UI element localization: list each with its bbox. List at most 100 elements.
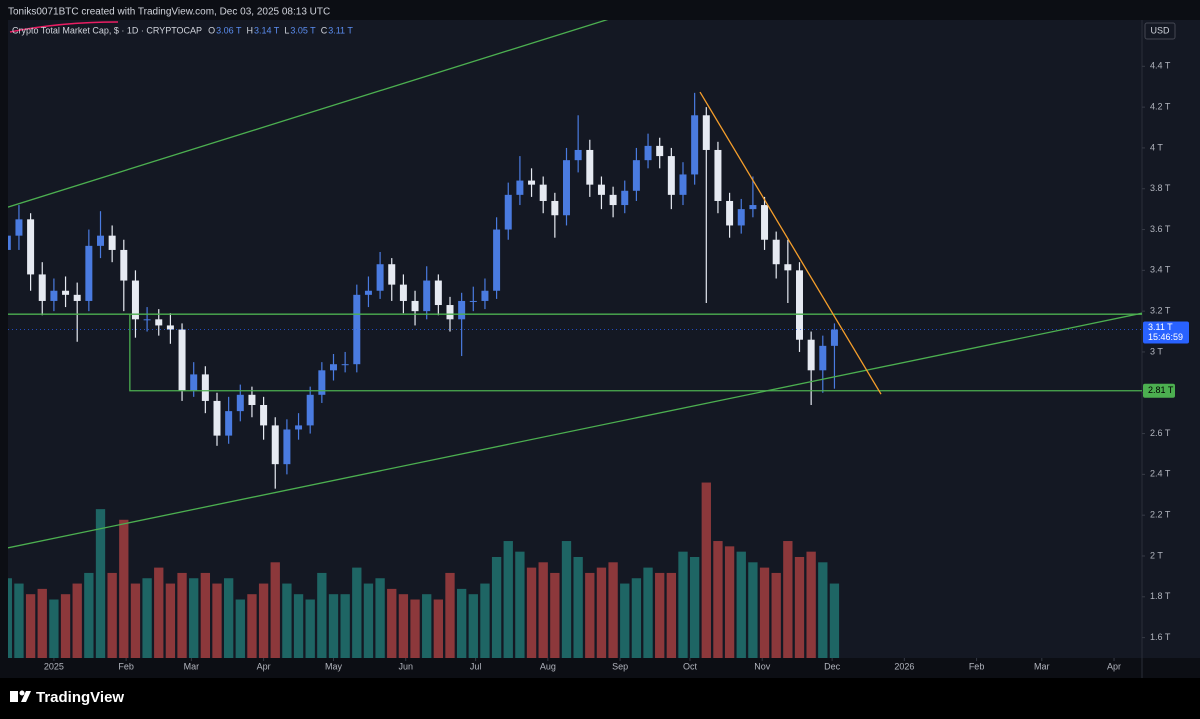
volume-bar (818, 562, 828, 658)
candle-body (364, 290, 372, 295)
volume-bar (829, 583, 840, 658)
candle-body (679, 174, 687, 195)
candle-body (155, 319, 163, 326)
ohlc-value: 3.11 T (328, 25, 353, 35)
x-tick-label: Jun (398, 661, 413, 671)
candle-body (190, 374, 198, 391)
candle-body (481, 290, 489, 301)
volume-bar (14, 583, 24, 658)
candle-body (388, 264, 396, 285)
volume-bar (235, 599, 245, 658)
volume-bar (95, 509, 106, 658)
candle-body (248, 394, 256, 406)
volume-bar (72, 583, 82, 658)
volume-bar (258, 583, 269, 658)
volume-bar (200, 572, 211, 658)
volume-bar (759, 567, 770, 658)
volume-bar (387, 588, 397, 658)
y-tick-label: 3.8 T (1150, 183, 1171, 193)
volume-bar (107, 572, 117, 658)
ohlc-label: L (284, 25, 289, 35)
candle-body (574, 149, 582, 161)
x-tick-label: Feb (118, 661, 134, 671)
candle-body (236, 394, 244, 412)
volume-bar (189, 578, 199, 658)
volume-bar (526, 567, 537, 658)
candle-body (516, 180, 524, 195)
volume-bar (445, 572, 455, 658)
candle-body (318, 370, 326, 395)
trend-line (8, 20, 609, 208)
volume-bar (340, 594, 350, 658)
x-tick-label: Mar (1034, 661, 1050, 671)
volume-bar (573, 556, 583, 658)
volume-bar (223, 578, 234, 658)
candle-body (295, 425, 303, 430)
candle-body (737, 209, 745, 226)
candle-body (225, 411, 233, 436)
y-tick-label: 2.4 T (1150, 469, 1171, 479)
candle-body (795, 270, 803, 340)
candle-body (341, 364, 349, 366)
footer-bg (0, 678, 1200, 719)
volume-bar (550, 572, 560, 658)
volume-bar (398, 594, 409, 658)
candle-body (330, 364, 337, 371)
trend-line (699, 91, 882, 395)
candle-body (85, 245, 93, 301)
candle-body (726, 200, 734, 226)
volume-bar (608, 562, 618, 658)
candle-body (15, 219, 23, 236)
volume-bar (655, 572, 665, 658)
candle-body (586, 149, 594, 185)
candle-body (434, 280, 442, 306)
candle-body (772, 239, 780, 265)
candle-body (73, 294, 81, 301)
plot (8, 20, 1142, 658)
volume-bar (736, 551, 746, 658)
candle-body (50, 290, 58, 301)
volume-bar (456, 588, 467, 658)
candle-body (504, 194, 512, 230)
volume-bar (410, 599, 420, 658)
candle-body (563, 160, 570, 216)
logo (10, 690, 31, 702)
ohlc-label: H (246, 25, 253, 35)
candle-body (423, 280, 431, 312)
volume-bar (60, 594, 71, 658)
volume-bar (631, 578, 642, 658)
x-tick-label: Apr (257, 661, 271, 671)
candle-body (283, 429, 291, 465)
x-tick-label: Nov (754, 661, 771, 671)
candle-body (458, 300, 466, 320)
volume-bar (305, 599, 315, 658)
volume-bar (212, 583, 222, 658)
y-tick-label: 2.6 T (1150, 428, 1171, 438)
ohlc-label: O (208, 25, 215, 35)
last-price-box (1143, 321, 1189, 344)
volume-bar (84, 572, 94, 658)
trend-line (8, 312, 1142, 549)
y-tick-label: 3.4 T (1150, 265, 1171, 275)
candle-body (656, 145, 664, 157)
candle-body (166, 325, 174, 330)
volume-bar (783, 541, 793, 658)
candle-body (493, 229, 501, 291)
ohlc-value: 3.05 T (290, 25, 316, 35)
x-tick-label: 2025 (44, 661, 64, 671)
candle-body (62, 290, 70, 295)
volume-bar (49, 599, 59, 658)
candle-body (807, 339, 815, 371)
x-tick-label: Sep (612, 661, 628, 671)
candle-body (399, 284, 407, 301)
y-tick-label: 1.6 T (1150, 632, 1171, 642)
x-tick-label: 2026 (894, 661, 914, 671)
volume-bar (713, 541, 723, 658)
candle-body (411, 300, 419, 312)
ohlc-label: C (321, 25, 328, 35)
candle-body (551, 200, 559, 216)
candle-body (120, 249, 128, 281)
axes: 2025 Feb Mar Apr May Jun Jul Aug Sep Oct Nov Dec 202… (44, 61, 1189, 671)
volume-bar (177, 572, 187, 658)
level-label: 2.81 T (1148, 385, 1174, 395)
